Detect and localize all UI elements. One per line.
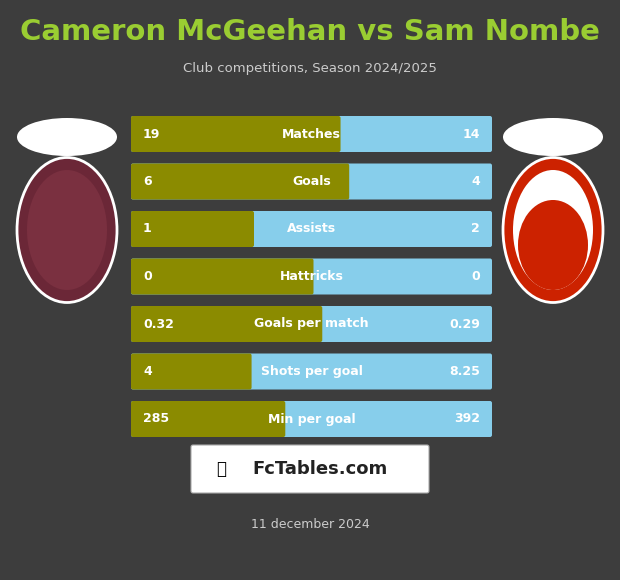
Text: 4: 4 xyxy=(471,175,480,188)
Text: 0.29: 0.29 xyxy=(449,317,480,331)
Text: Club competitions, Season 2024/2025: Club competitions, Season 2024/2025 xyxy=(183,62,437,75)
Text: 0: 0 xyxy=(471,270,480,283)
Text: Matches: Matches xyxy=(282,128,341,140)
FancyBboxPatch shape xyxy=(131,116,492,152)
Text: Goals: Goals xyxy=(292,175,331,188)
FancyBboxPatch shape xyxy=(131,259,314,295)
Ellipse shape xyxy=(513,170,593,290)
Text: FcTables.com: FcTables.com xyxy=(252,460,388,478)
FancyBboxPatch shape xyxy=(131,306,492,342)
Text: Min per goal: Min per goal xyxy=(268,412,355,426)
FancyBboxPatch shape xyxy=(131,353,252,390)
FancyBboxPatch shape xyxy=(131,353,492,390)
Text: 14: 14 xyxy=(463,128,480,140)
FancyBboxPatch shape xyxy=(131,401,285,437)
Ellipse shape xyxy=(503,158,603,303)
Text: Cameron McGeehan vs Sam Nombe: Cameron McGeehan vs Sam Nombe xyxy=(20,18,600,46)
Text: 19: 19 xyxy=(143,128,161,140)
Ellipse shape xyxy=(17,158,117,303)
Ellipse shape xyxy=(503,118,603,156)
Text: 285: 285 xyxy=(143,412,169,426)
Text: 6: 6 xyxy=(143,175,152,188)
FancyBboxPatch shape xyxy=(131,164,492,200)
FancyBboxPatch shape xyxy=(191,445,429,493)
FancyBboxPatch shape xyxy=(131,116,340,152)
Text: 11 december 2024: 11 december 2024 xyxy=(250,519,370,531)
FancyBboxPatch shape xyxy=(131,401,492,437)
Text: 1: 1 xyxy=(143,223,152,235)
Text: Hattricks: Hattricks xyxy=(280,270,343,283)
Ellipse shape xyxy=(518,200,588,290)
Text: 2: 2 xyxy=(471,223,480,235)
FancyBboxPatch shape xyxy=(131,306,322,342)
Text: Shots per goal: Shots per goal xyxy=(260,365,363,378)
Text: 4: 4 xyxy=(143,365,152,378)
Text: 392: 392 xyxy=(454,412,480,426)
FancyBboxPatch shape xyxy=(131,211,254,247)
Text: Goals per match: Goals per match xyxy=(254,317,369,331)
Text: Assists: Assists xyxy=(287,223,336,235)
Ellipse shape xyxy=(17,118,117,156)
FancyBboxPatch shape xyxy=(131,211,492,247)
Text: 0: 0 xyxy=(143,270,152,283)
Text: 0.32: 0.32 xyxy=(143,317,174,331)
Text: 📊: 📊 xyxy=(216,460,226,478)
FancyBboxPatch shape xyxy=(131,164,349,200)
Ellipse shape xyxy=(27,170,107,290)
Text: 8.25: 8.25 xyxy=(449,365,480,378)
FancyBboxPatch shape xyxy=(131,259,492,295)
